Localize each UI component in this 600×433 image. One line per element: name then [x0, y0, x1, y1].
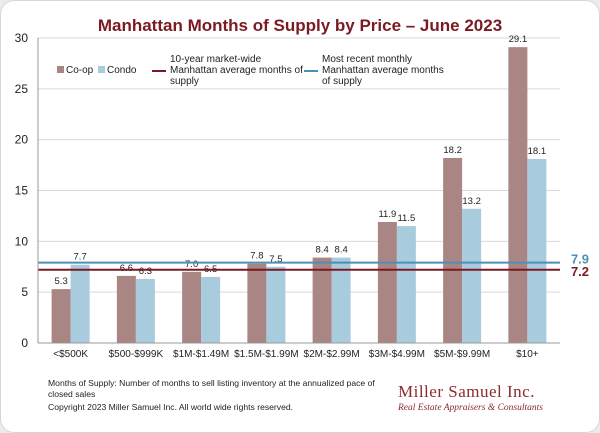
bar-condo — [462, 208, 482, 343]
axes — [37, 38, 560, 344]
data-label-condo: 7.5 — [269, 254, 282, 265]
legend: Co-op Condo 10-year market-wide Manhatta… — [57, 54, 447, 87]
bar-condo — [396, 226, 416, 343]
x-axis-labels: <$500K $500-$999K $1M-$1.49M $1.5M-$1.99M $2… — [53, 349, 539, 360]
bar-condo — [527, 158, 547, 343]
bar-coop — [247, 263, 267, 343]
brand-name: Miller Samuel Inc. — [398, 382, 535, 401]
x-tick-label: $500-$999K — [109, 349, 164, 360]
data-label-coop: 8.4 — [316, 245, 329, 256]
y-tick-label: 0 — [21, 336, 28, 350]
x-tick-label: $5M-$9.99M — [434, 349, 490, 360]
data-label-coop: 6.6 — [120, 263, 133, 274]
legend-label-market-wide: 10-year market-wide Manhattan average mo… — [170, 54, 306, 87]
bar-coop — [508, 47, 528, 344]
data-label-coop: 5.3 — [55, 276, 68, 287]
copyright-text: Copyright 2023 Miller Samuel Inc. All wo… — [48, 402, 294, 412]
legend-label-condo: Condo — [107, 65, 137, 76]
brand-logo: Miller Samuel Inc. Real Estate Appraiser… — [398, 382, 578, 413]
x-tick-label: $2M-$2.99M — [304, 349, 360, 360]
legend-label-coop: Co-op — [66, 65, 94, 76]
legend-swatch-condo — [98, 66, 105, 73]
reference-label-market-wide: 7.2 — [571, 264, 589, 279]
data-label-coop: 11.9 — [378, 209, 396, 220]
bars: 5.37.76.66.37.06.57.87.58.48.411.911.518… — [51, 34, 547, 344]
legend-label-recent: Most recent monthly Manhattan average mo… — [322, 54, 447, 87]
x-tick-label: $10+ — [516, 349, 539, 360]
y-tick-label: 25 — [15, 82, 29, 96]
chart-title: Manhattan Months of Supply by Price – Ju… — [98, 16, 502, 35]
legend-swatch-coop — [57, 66, 64, 73]
bar-condo — [201, 276, 221, 343]
x-tick-label: $3M-$4.99M — [369, 349, 425, 360]
bar-coop — [182, 271, 202, 343]
bar-condo — [266, 266, 286, 343]
bar-coop — [377, 222, 397, 343]
data-label-condo: 13.2 — [462, 196, 481, 207]
bar-coop — [51, 289, 71, 343]
x-tick-label: $1.5M-$1.99M — [234, 349, 298, 360]
x-tick-label: <$500K — [53, 349, 88, 360]
y-tick-label: 15 — [15, 184, 29, 198]
bar-condo — [70, 264, 90, 343]
y-tick-label: 30 — [15, 31, 29, 45]
y-tick-label: 20 — [15, 133, 29, 147]
data-label-condo: 18.1 — [528, 146, 547, 157]
reference-label-recent: 7.9 — [571, 252, 589, 267]
bar-coop — [443, 157, 463, 343]
grid-lines — [38, 37, 560, 293]
bar-condo — [331, 257, 351, 343]
reference-lines: 7.27.9 — [38, 252, 589, 279]
brand-tagline: Real Estate Appraisers & Consultants — [398, 403, 543, 413]
data-label-coop: 29.1 — [509, 34, 528, 45]
data-label-condo: 11.5 — [397, 213, 415, 224]
data-label-coop: 7.8 — [250, 251, 263, 262]
footnote: Months of Supply: Number of months to se… — [48, 378, 375, 399]
data-label-condo: 8.4 — [335, 245, 348, 256]
bar-coop — [116, 275, 136, 343]
data-label-coop: 7.0 — [185, 259, 198, 270]
bar-coop — [312, 257, 332, 343]
data-label-condo: 6.3 — [139, 266, 152, 277]
data-label-coop: 18.2 — [443, 145, 462, 156]
y-tick-label: 5 — [21, 285, 28, 299]
y-axis-labels: 0 5 10 15 20 25 30 — [15, 31, 29, 350]
x-tick-label: $1M-$1.49M — [173, 349, 229, 360]
bar-condo — [135, 278, 155, 343]
y-tick-label: 10 — [15, 234, 29, 248]
data-label-condo: 7.7 — [74, 252, 87, 263]
